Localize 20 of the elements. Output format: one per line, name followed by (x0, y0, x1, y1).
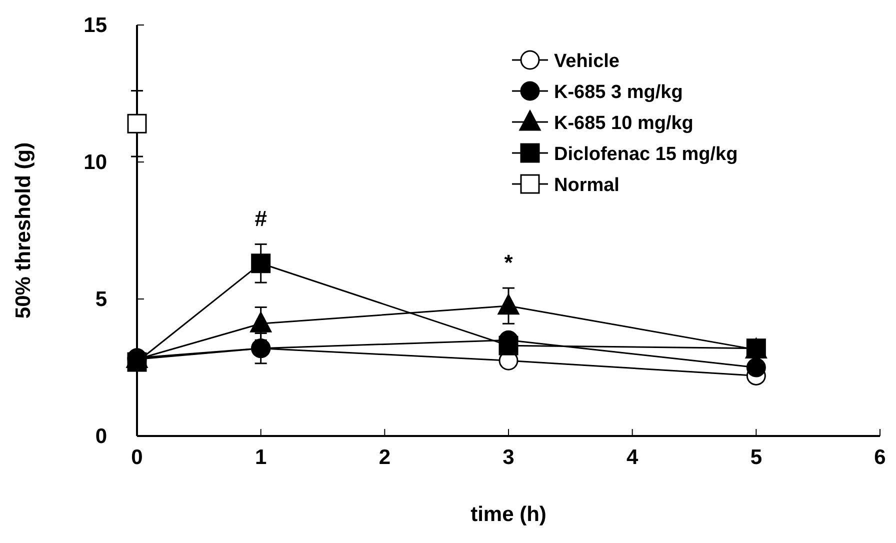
legend-label: Normal (554, 175, 620, 196)
y-tick-label: 10 (84, 151, 107, 174)
y-tick-label: 0 (95, 425, 107, 448)
y-tick-label: 5 (95, 288, 108, 311)
x-axis-title: time (h) (470, 503, 546, 526)
x-tick-label: 4 (626, 446, 638, 469)
annotation: * (504, 250, 514, 276)
x-tick-label: 0 (131, 446, 143, 469)
x-tick-label: 5 (750, 446, 762, 469)
x-tick-label: 3 (502, 446, 514, 469)
x-tick-label: 6 (874, 446, 886, 469)
annotation: # (254, 206, 267, 232)
legend-label: Diclofenac 15 mg/kg (554, 144, 738, 165)
x-tick-label: 2 (378, 446, 391, 469)
y-axis-title: 50% threshold (g) (12, 142, 35, 319)
legend-label: K-685 10 mg/kg (554, 113, 694, 134)
x-tick-label: 1 (254, 446, 267, 469)
y-tick-label: 15 (84, 14, 108, 37)
legend-label: Vehicle (554, 51, 620, 72)
legend-label: K-685 3 mg/kg (554, 82, 683, 103)
